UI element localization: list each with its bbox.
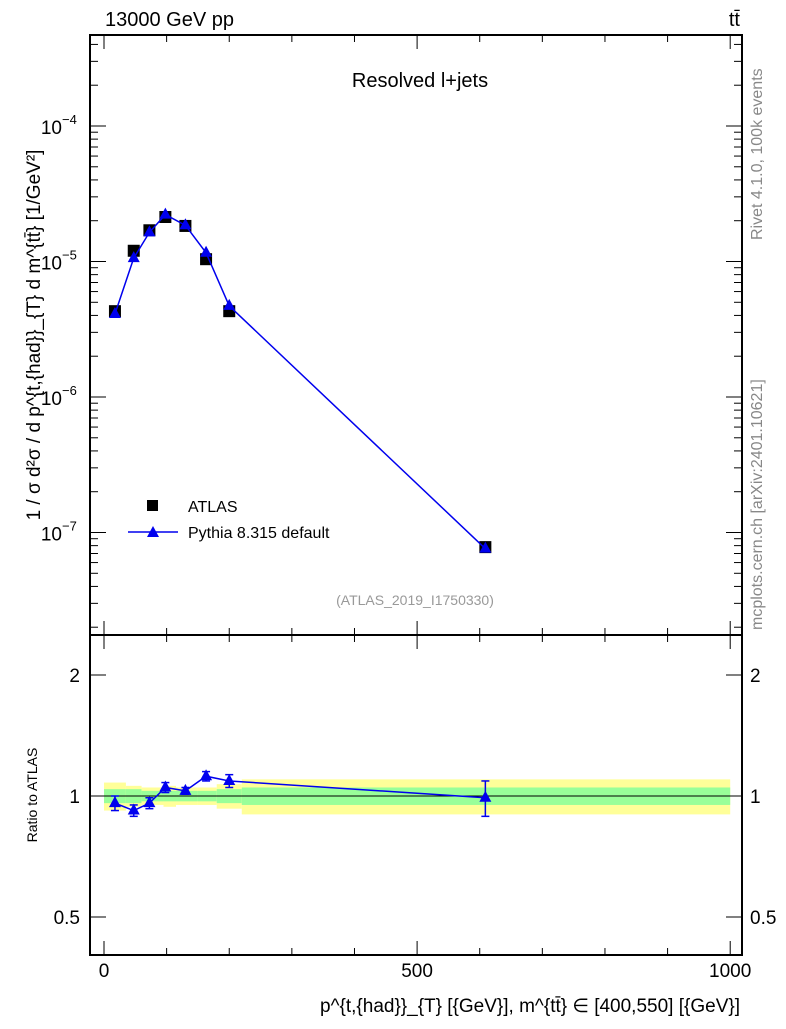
analysis-label: (ATLAS_2019_I1750330) — [336, 592, 494, 608]
pythia-point — [159, 207, 172, 219]
legend: ATLAS Pythia 8.315 default — [128, 499, 330, 542]
ratio-tick-label-right: 0.5 — [750, 908, 776, 929]
y-tick-label: 10 — [41, 525, 62, 546]
rivet-label: Rivet 4.1.0, 100k events — [749, 68, 766, 240]
x-tick-label: 500 — [401, 961, 433, 982]
ratio-tick-label-right: 1 — [750, 787, 761, 808]
pythia-point — [200, 245, 213, 257]
pythia-point — [108, 306, 121, 318]
mcplots-label: mcplots.cern.ch [arXiv:2401.10621] — [749, 379, 766, 630]
pythia-ratio-point — [223, 773, 236, 785]
pythia-ratio-point — [479, 790, 492, 802]
ratio-tick-label-right: 2 — [750, 666, 761, 687]
y-tick-exponent: −7 — [62, 519, 77, 534]
x-tick-label: 0 — [99, 961, 110, 982]
pythia-ratio-point — [108, 796, 121, 808]
x-tick-label: 1000 — [709, 961, 751, 982]
pythia-ratio-point — [159, 780, 172, 792]
ratio-tick-label: 0.5 — [54, 908, 80, 929]
pythia-point — [127, 251, 140, 263]
pythia-ratio-point — [179, 783, 192, 795]
chart-title: Resolved l+jets — [352, 70, 488, 92]
legend-atlas-label: ATLAS — [188, 499, 238, 516]
y-tick-exponent: −6 — [62, 383, 77, 398]
ratio-tick-label: 1 — [69, 787, 80, 808]
pythia-line — [114, 213, 486, 550]
pythia-point — [143, 225, 156, 237]
ratio-frame — [89, 634, 743, 956]
pythia-point — [179, 218, 192, 230]
ratio-tick-label: 2 — [69, 666, 80, 687]
y-tick-label: 10 — [41, 254, 62, 275]
pythia-ratio-point — [143, 796, 156, 808]
y-axis-label: 1 / σ d²σ / d p^{t,{had}}_{T} d m^{tt̄} … — [24, 150, 45, 521]
ratio-y-axis-label: Ratio to ATLAS — [24, 748, 40, 843]
pythia-point — [223, 298, 236, 310]
legend-pythia-marker — [147, 526, 159, 537]
y-tick-label: 10 — [41, 389, 62, 410]
y-tick-exponent: −4 — [62, 112, 77, 127]
header-left: 13000 GeV pp — [105, 9, 234, 31]
y-tick-exponent: −5 — [62, 248, 77, 263]
pythia-ratio-point — [127, 803, 140, 815]
y-tick-label: 10 — [41, 118, 62, 139]
main-frame — [89, 34, 743, 636]
pythia-ratio-point — [200, 769, 213, 781]
legend-atlas-marker — [147, 500, 158, 511]
x-axis-label: p^{t,{had}}_{T} [{GeV}], m^{tt̄} ∈ [400,… — [320, 996, 740, 1017]
legend-pythia-label: Pythia 8.315 default — [188, 525, 330, 542]
pythia-point — [479, 541, 492, 553]
header-right: tt̄ — [729, 9, 741, 31]
